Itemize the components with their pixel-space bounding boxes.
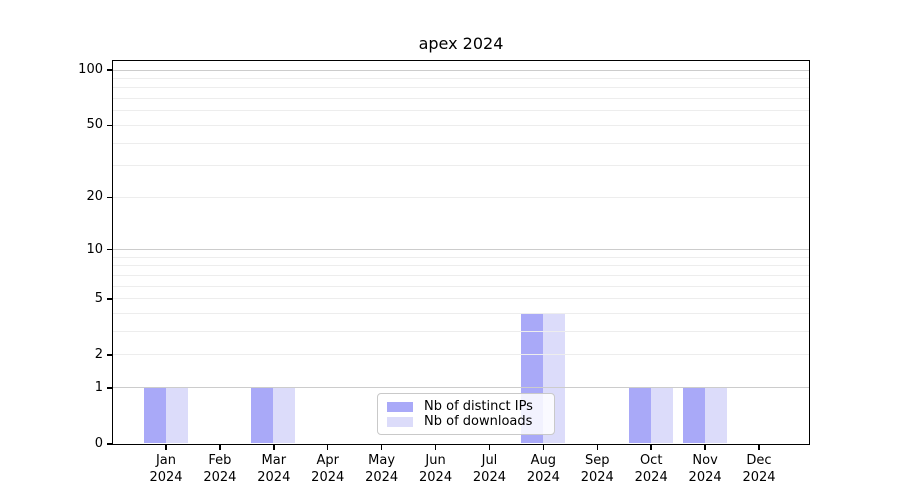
- x-tick-label-year: 2024: [526, 470, 560, 485]
- legend: Nb of distinct IPs Nb of downloads: [377, 393, 555, 435]
- x-tick-label-year: 2024: [257, 470, 291, 485]
- major-gridline: [113, 387, 809, 389]
- x-tick-label-year: 2024: [688, 470, 722, 485]
- x-tick-mark: [488, 445, 491, 450]
- y-tick-label: 0: [94, 436, 103, 451]
- bar-downloads: [165, 387, 188, 443]
- y-tick-mark: [107, 196, 112, 199]
- x-tick-label-year: 2024: [742, 470, 776, 485]
- minor-gridline: [113, 77, 809, 79]
- y-tick-mark: [107, 298, 112, 300]
- x-tick-mark: [596, 445, 599, 450]
- x-tick-label: Sep 2024: [562, 452, 632, 486]
- legend-item-distinct-ips: Nb of distinct IPs: [387, 399, 546, 414]
- y-tick-mark: [107, 69, 112, 71]
- y-tick-label: 10: [86, 241, 103, 257]
- bar-distinct-ips: [251, 387, 274, 443]
- x-tick-mark: [326, 445, 329, 450]
- bar-distinct-ips: [143, 387, 166, 443]
- x-tick-mark: [165, 445, 167, 450]
- minor-gridline: [113, 265, 809, 267]
- x-tick-mark: [542, 445, 545, 450]
- x-tick-label: May 2024: [347, 452, 417, 486]
- minor-gridline: [113, 142, 809, 144]
- bar-distinct-ips: [628, 387, 651, 443]
- x-tick-label: Dec 2024: [724, 452, 794, 486]
- x-tick-label-year: 2024: [472, 470, 506, 485]
- y-tick-label: 2: [94, 346, 103, 362]
- minor-gridline: [113, 165, 809, 167]
- minor-gridline: [113, 274, 809, 276]
- bar-downloads: [273, 387, 296, 443]
- x-tick-label: Feb 2024: [185, 452, 255, 486]
- x-tick-mark: [434, 445, 437, 450]
- major-gridline: [113, 249, 809, 251]
- legend-item-downloads: Nb of downloads: [387, 414, 546, 429]
- x-tick-label: Jun 2024: [401, 452, 471, 486]
- x-tick-mark: [758, 445, 760, 450]
- minor-gridline: [113, 196, 809, 198]
- minor-gridline: [113, 110, 809, 112]
- y-tick-label: 5: [94, 290, 103, 306]
- major-gridline: [113, 69, 809, 71]
- minor-gridline: [113, 87, 809, 89]
- minor-gridline: [113, 256, 809, 258]
- downloads-swatch-icon: [387, 416, 413, 427]
- distinct-ips-swatch-icon: [387, 401, 413, 412]
- y-tick-mark: [107, 387, 112, 389]
- y-tick-mark: [107, 354, 112, 356]
- x-tick-label-year: 2024: [149, 470, 183, 485]
- y-tick-mark: [107, 248, 112, 251]
- y-tick-mark: [107, 124, 112, 127]
- minor-gridline: [113, 331, 809, 333]
- x-tick-mark: [273, 445, 275, 450]
- x-tick-label: Aug 2024: [508, 452, 578, 486]
- x-tick-label-year: 2024: [634, 470, 668, 485]
- x-tick-label-year: 2024: [419, 470, 453, 485]
- minor-gridline: [113, 298, 809, 300]
- minor-gridline: [113, 98, 809, 100]
- x-tick-label: Oct 2024: [616, 452, 686, 486]
- minor-gridline: [113, 285, 809, 287]
- y-tick-label: 100: [78, 62, 103, 77]
- y-tick-label: 20: [86, 189, 103, 205]
- minor-gridline: [113, 124, 809, 126]
- x-tick-mark: [380, 445, 383, 450]
- x-tick-label-year: 2024: [311, 470, 345, 485]
- x-tick-label: Apr 2024: [293, 452, 363, 486]
- x-tick-label: Jul 2024: [454, 452, 524, 486]
- legend-label: Nb of distinct IPs: [424, 399, 533, 414]
- minor-gridline: [113, 354, 809, 356]
- x-tick-label-year: 2024: [580, 470, 614, 485]
- x-tick-label-year: 2024: [203, 470, 237, 485]
- grid-layer: [113, 61, 809, 444]
- bar-downloads: [704, 387, 727, 443]
- y-tick-mark: [107, 443, 112, 445]
- bar-distinct-ips: [682, 387, 705, 443]
- y-tick-label: 50: [86, 117, 103, 133]
- bar-downloads: [650, 387, 673, 443]
- x-tick-label-year: 2024: [365, 470, 399, 485]
- plot-area: [112, 60, 810, 445]
- minor-gridline: [113, 313, 809, 315]
- legend-label: Nb of downloads: [424, 414, 533, 429]
- x-tick-label: Jan 2024: [131, 452, 201, 486]
- x-tick-label: Mar 2024: [239, 452, 309, 486]
- x-tick-mark: [650, 445, 652, 450]
- x-tick-label: Nov 2024: [670, 452, 740, 486]
- chart-title: apex 2024: [418, 34, 504, 53]
- x-tick-mark: [704, 445, 706, 450]
- x-tick-mark: [219, 445, 221, 450]
- y-tick-label: 1: [94, 379, 103, 395]
